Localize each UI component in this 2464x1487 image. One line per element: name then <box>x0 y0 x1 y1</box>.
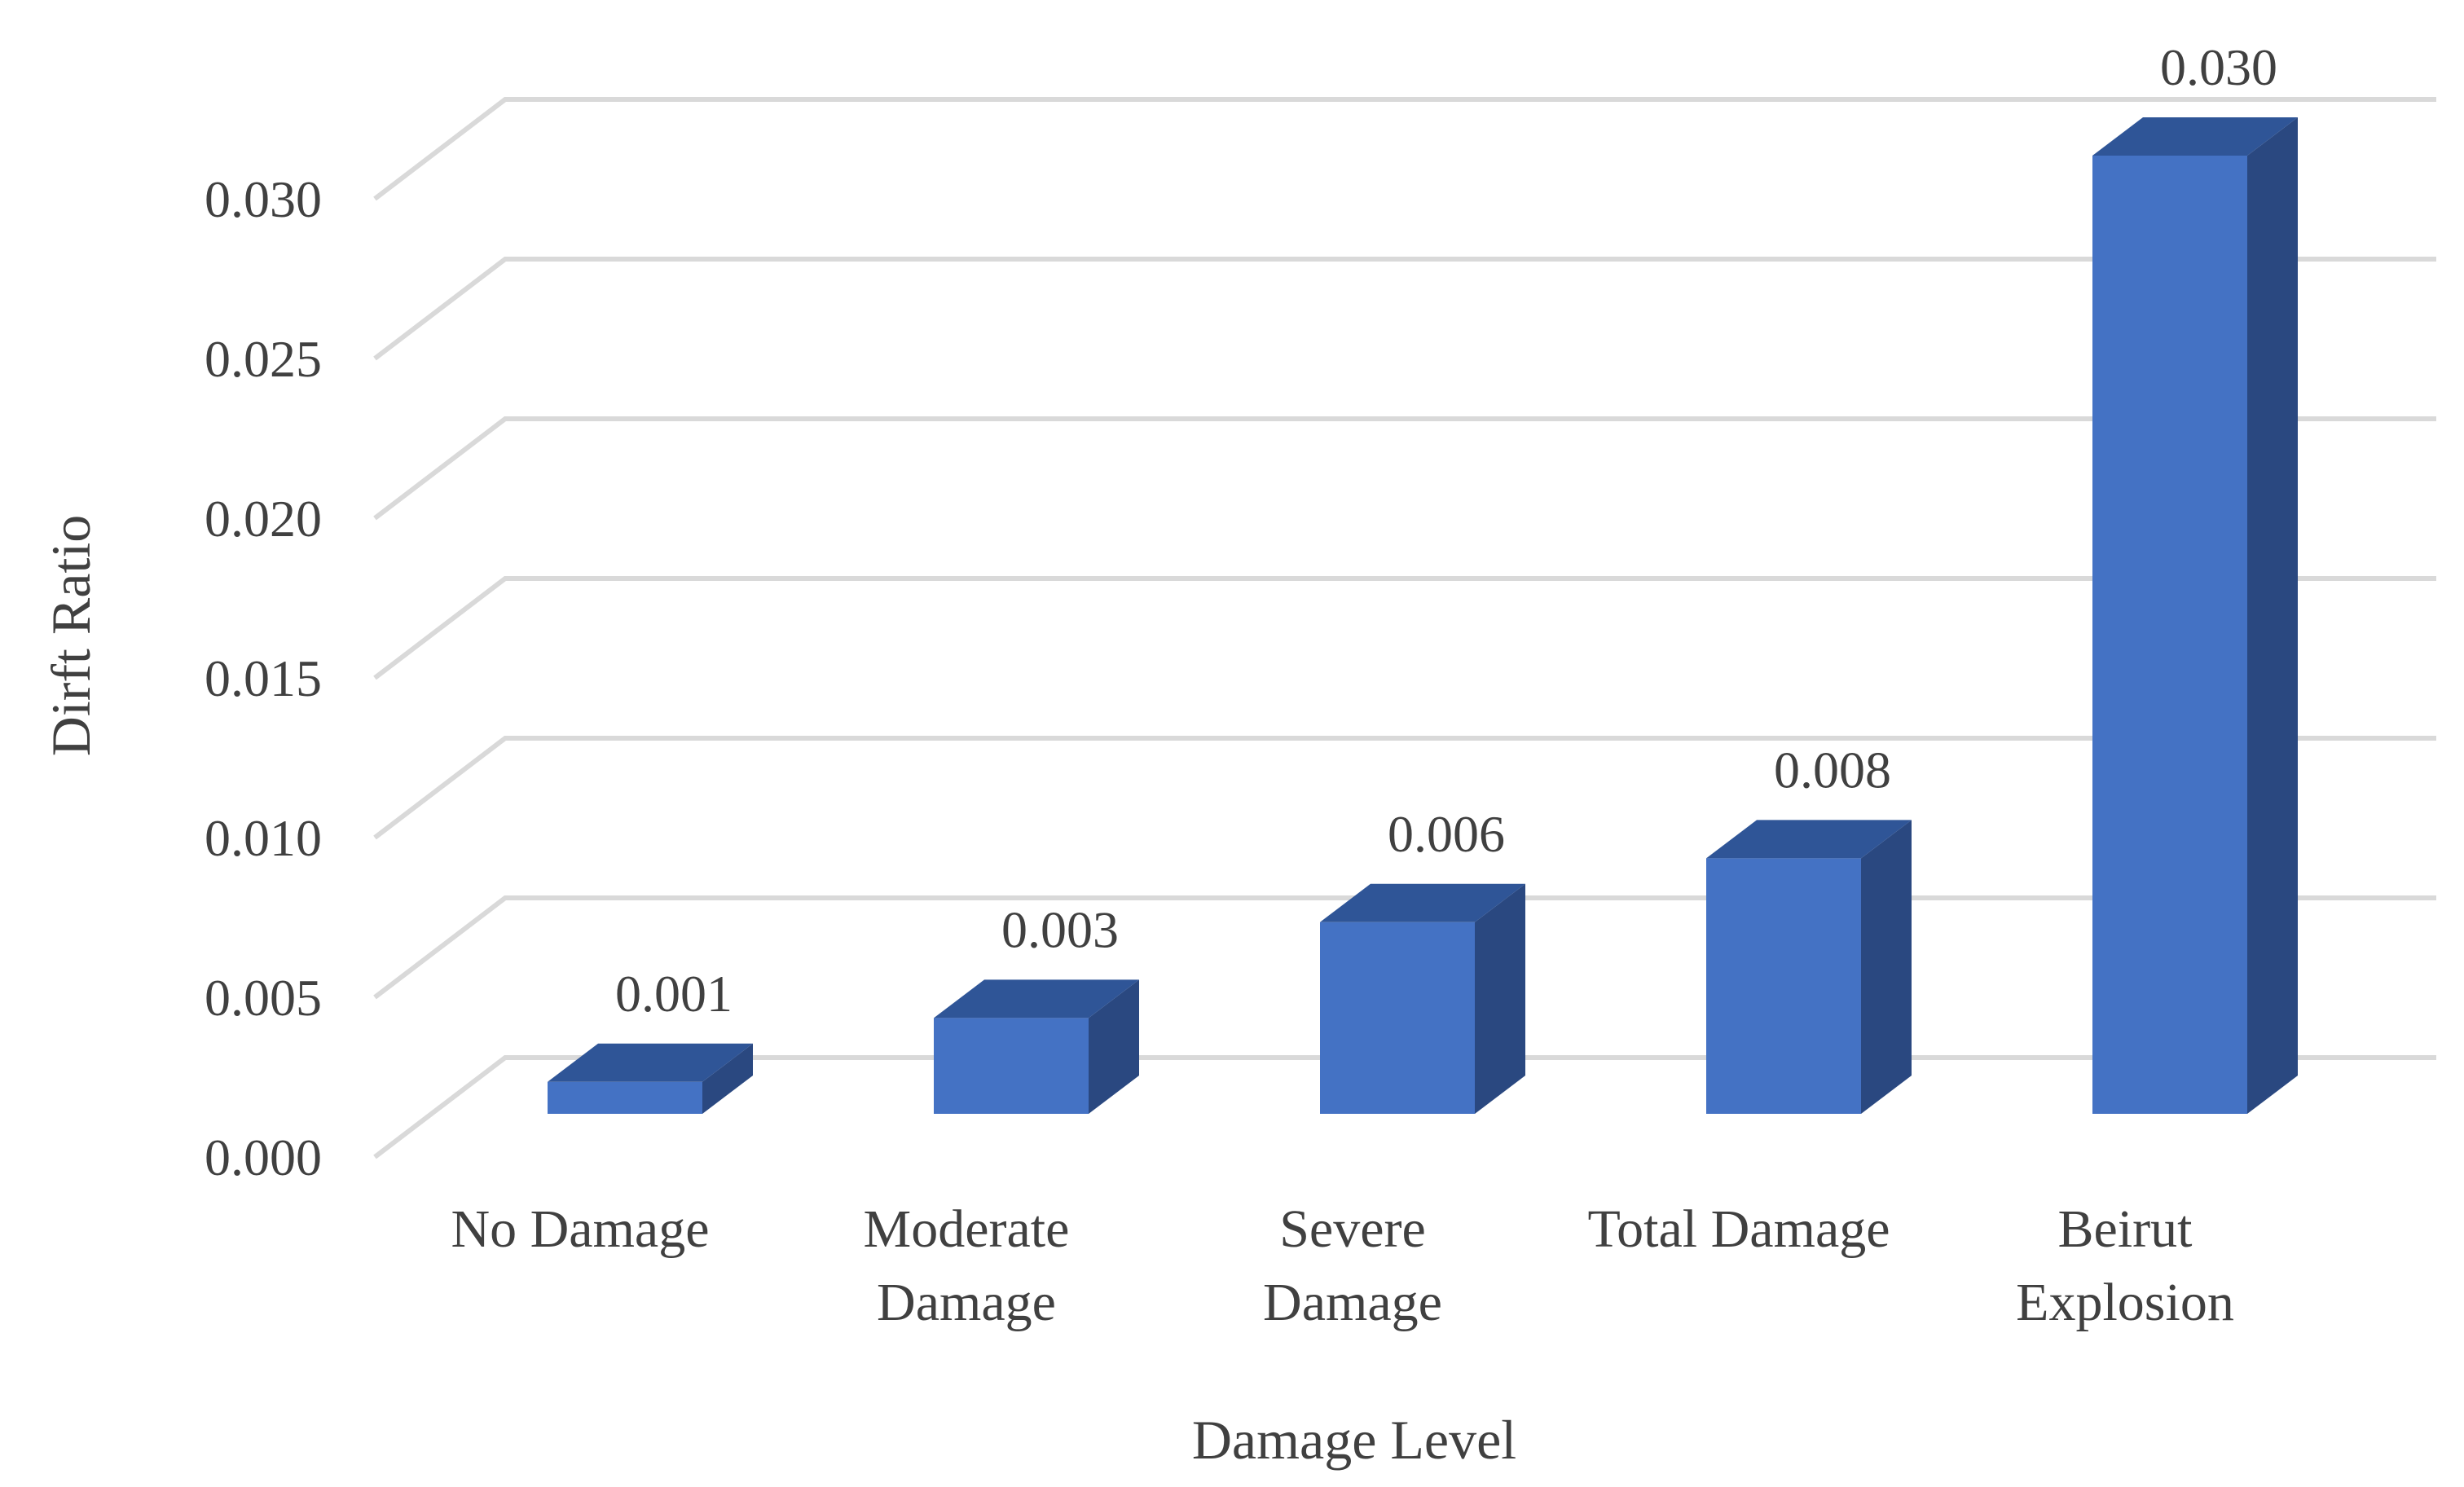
y-tick-label: 0.025 <box>205 330 322 388</box>
y-axis-ticks: 0.000 0.005 0.010 0.015 0.020 0.025 0.030 <box>205 170 322 1186</box>
gridline <box>373 97 2436 201</box>
x-category-label: Total Damage <box>1587 1199 1890 1259</box>
y-tick-label: 0.005 <box>205 969 322 1027</box>
data-label: 0.030 <box>2160 38 2277 96</box>
y-tick-label: 0.010 <box>205 809 322 867</box>
bar-front <box>1706 858 1861 1114</box>
x-category-label: Moderate Damage <box>864 1199 1070 1332</box>
x-category-label: No Damage <box>451 1199 709 1259</box>
x-category-label: Beirut Explosion <box>2016 1199 2234 1332</box>
gridlines <box>373 97 2436 1159</box>
bar-side <box>1475 883 1525 1114</box>
bar <box>2092 117 2298 1114</box>
x-axis-categories: No Damage Moderate Damage Severe Damage Total… <box>451 1199 2233 1332</box>
data-label: 0.001 <box>615 965 733 1023</box>
y-tick-label: 0.030 <box>205 170 322 228</box>
y-tick-label: 0.000 <box>205 1128 322 1186</box>
bar-side <box>1089 979 1139 1114</box>
bar-side <box>2247 117 2298 1114</box>
bar-top <box>934 979 1139 1018</box>
bars <box>548 117 2298 1114</box>
bar-front <box>1320 922 1475 1114</box>
bar <box>1320 883 1525 1114</box>
bar-top <box>1706 820 1912 859</box>
y-tick-label: 0.020 <box>205 490 322 548</box>
data-label: 0.008 <box>1774 741 1891 798</box>
x-category-label: Severe Damage <box>1263 1199 1442 1332</box>
data-label: 0.003 <box>1001 900 1119 958</box>
gridline <box>373 416 2436 521</box>
gridline <box>373 576 2436 680</box>
data-labels: 0.001 0.003 0.006 0.008 0.030 <box>615 38 2277 1023</box>
bar-top <box>2092 117 2298 156</box>
gridline <box>373 257 2436 361</box>
bar-front <box>934 1018 1089 1114</box>
bar <box>548 1043 753 1114</box>
bar-side <box>702 1043 753 1114</box>
y-axis-title: Dirft Ratio <box>40 515 102 757</box>
bar-top <box>548 1043 753 1082</box>
x-axis-title: Damage Level <box>1192 1409 1516 1471</box>
y-tick-label: 0.015 <box>205 649 322 707</box>
data-label: 0.006 <box>1388 805 1505 863</box>
bar <box>1706 820 1912 1114</box>
bar-front <box>548 1081 702 1114</box>
bar-front <box>2092 156 2247 1114</box>
bar-side <box>1861 820 1912 1114</box>
gridline <box>373 736 2436 840</box>
bar <box>934 979 1139 1114</box>
bar-top <box>1320 883 1525 922</box>
